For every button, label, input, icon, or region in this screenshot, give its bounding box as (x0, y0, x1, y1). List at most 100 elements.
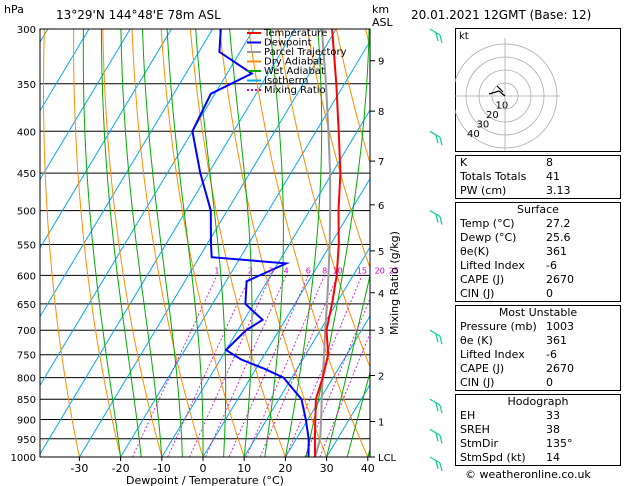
dry-adiabat-line (219, 29, 328, 457)
hodograph-ring-label: 20 (486, 110, 499, 121)
index-value: -6 (546, 259, 557, 272)
wet-adiabat-line (346, 370, 370, 457)
hodograph-params-box: Hodograph EH 33 SREH 38 StmDir 135° StmSpd (kt)… (455, 394, 621, 466)
index-key: SREH (460, 423, 490, 436)
section-title: Surface (517, 203, 559, 216)
pressure-tick-label: 750 (17, 351, 36, 362)
mixing-ratio-line (167, 275, 251, 457)
index-row: StmDir 135° (456, 437, 620, 451)
wind-barb (429, 398, 443, 414)
index-key: CAPE (J) (460, 362, 505, 375)
height-tick-label: 2 (378, 371, 384, 382)
index-key: PW (cm) (460, 184, 507, 197)
mixing-ratio-line (228, 275, 309, 457)
x-tick-label: 30 (320, 462, 334, 475)
surface-box: Surface Temp (°C) 27.2 Dewp (°C) 25.6 θe(K) 36… (455, 202, 621, 302)
isotherm-line (326, 383, 370, 457)
dry-adiabat-line (160, 29, 245, 457)
index-key: θe (K) (460, 334, 493, 347)
mixing-ratio-line (132, 275, 218, 457)
isotherm-line (40, 29, 90, 112)
index-value: 33 (546, 409, 560, 422)
index-key: Temp (°C) (460, 217, 515, 230)
isotherm-line (120, 40, 370, 457)
most-unstable-box: Most Unstable Pressure (mb) 1003 θe (K) 361 L… (455, 305, 621, 391)
chart-axes: 1 2 3 4 6 8 10 15 20 2530035040045050055060065070… (11, 25, 399, 475)
mixing-ratio-line (245, 275, 325, 457)
index-row: CIN (J) 0 (456, 376, 620, 390)
location-header: 13°29'N 144°48'E 78m ASL (56, 8, 221, 22)
isotherm-line (40, 29, 131, 181)
index-row: EH 33 (456, 409, 620, 423)
index-row: StmSpd (kt) 14 (456, 451, 620, 465)
index-row: CIN (J) 0 (456, 287, 620, 301)
credit-link[interactable]: © weatheronline.co.uk (465, 468, 591, 481)
wet-adiabat-line (82, 29, 122, 457)
hodograph-ring-label: 10 (496, 101, 509, 112)
mixing-ratio-label: 25 (389, 266, 399, 275)
x-axis-label: Dewpoint / Temperature (°C) (126, 474, 284, 486)
height-tick-label: 8 (378, 107, 384, 118)
legend-label: Mixing Ratio (264, 85, 326, 96)
pressure-tick-label: 1000 (11, 453, 36, 464)
x-tick-label: 40 (361, 462, 375, 475)
mixing-ratio-label: 1 (214, 266, 219, 275)
index-value: 0 (546, 287, 553, 300)
x-tick-label: 0 (200, 462, 207, 475)
pressure-tick-label: 450 (17, 169, 36, 180)
index-value: 27.2 (546, 217, 571, 230)
mixing-ratio-label: 2 (248, 266, 253, 275)
index-value: 1003 (546, 320, 574, 333)
section-title: Hodograph (507, 395, 569, 408)
section-title: Most Unstable (498, 306, 578, 319)
hodograph-unit: kt (459, 31, 469, 42)
dry-adiabat-line (42, 29, 80, 457)
mixing-ratio-line (304, 297, 370, 457)
pressure-tick-label: 500 (17, 207, 36, 218)
dry-adiabat-line (277, 29, 370, 369)
wet-adiabat-line (142, 29, 183, 457)
pressure-tick-label: 650 (17, 300, 36, 311)
wind-barbs (429, 28, 443, 472)
index-key: CAPE (J) (460, 273, 505, 286)
date-header: 20.01.2021 12GMT (Base: 12) (411, 8, 592, 22)
isotherm-line (161, 109, 370, 457)
index-row: SREH 38 (456, 423, 620, 437)
pressure-tick-label: 700 (17, 326, 36, 337)
index-row: Pressure (mb) 1003 (456, 320, 620, 334)
index-value: -6 (546, 348, 557, 361)
index-key: Lifted Index (460, 348, 525, 361)
wind-barb (429, 130, 443, 146)
pressure-tick-label: 800 (17, 374, 36, 385)
height-tick-label: 5 (378, 247, 384, 258)
wet-adiabat-line (120, 29, 163, 457)
wind-barb (429, 210, 443, 225)
index-value: 3.13 (546, 184, 571, 197)
wind-barb (429, 28, 443, 44)
height-unit-label-asl: ASL (372, 16, 394, 29)
index-key: Lifted Index (460, 259, 525, 272)
wet-adiabat-line (264, 29, 284, 457)
index-key: Dewp (°C) (460, 231, 517, 244)
height-tick-label: 9 (378, 57, 384, 68)
legend-label: Wet Adiabat (264, 66, 325, 77)
plot-frame (39, 28, 371, 458)
isotherm-line (243, 246, 370, 457)
x-tick-label: -20 (112, 462, 130, 475)
pressure-tick-label: 600 (17, 271, 36, 282)
wind-barb (429, 456, 443, 472)
mixing-ratio-line (205, 275, 287, 457)
dry-adiabat-line (102, 29, 163, 457)
index-value: 2670 (546, 273, 574, 286)
index-key: StmDir (460, 437, 499, 450)
storm-motion-arrow (496, 85, 504, 93)
legend-label: Dry Adiabat (264, 57, 323, 68)
dewpoint-line (191, 29, 310, 457)
indices-panel: K 8 Totals Totals 41 PW (cm) 3.13 Surface Temp… (455, 155, 621, 469)
x-tick-label: 10 (237, 462, 251, 475)
height-unit-label: km (372, 3, 389, 16)
pressure-unit-label: hPa (4, 3, 24, 16)
